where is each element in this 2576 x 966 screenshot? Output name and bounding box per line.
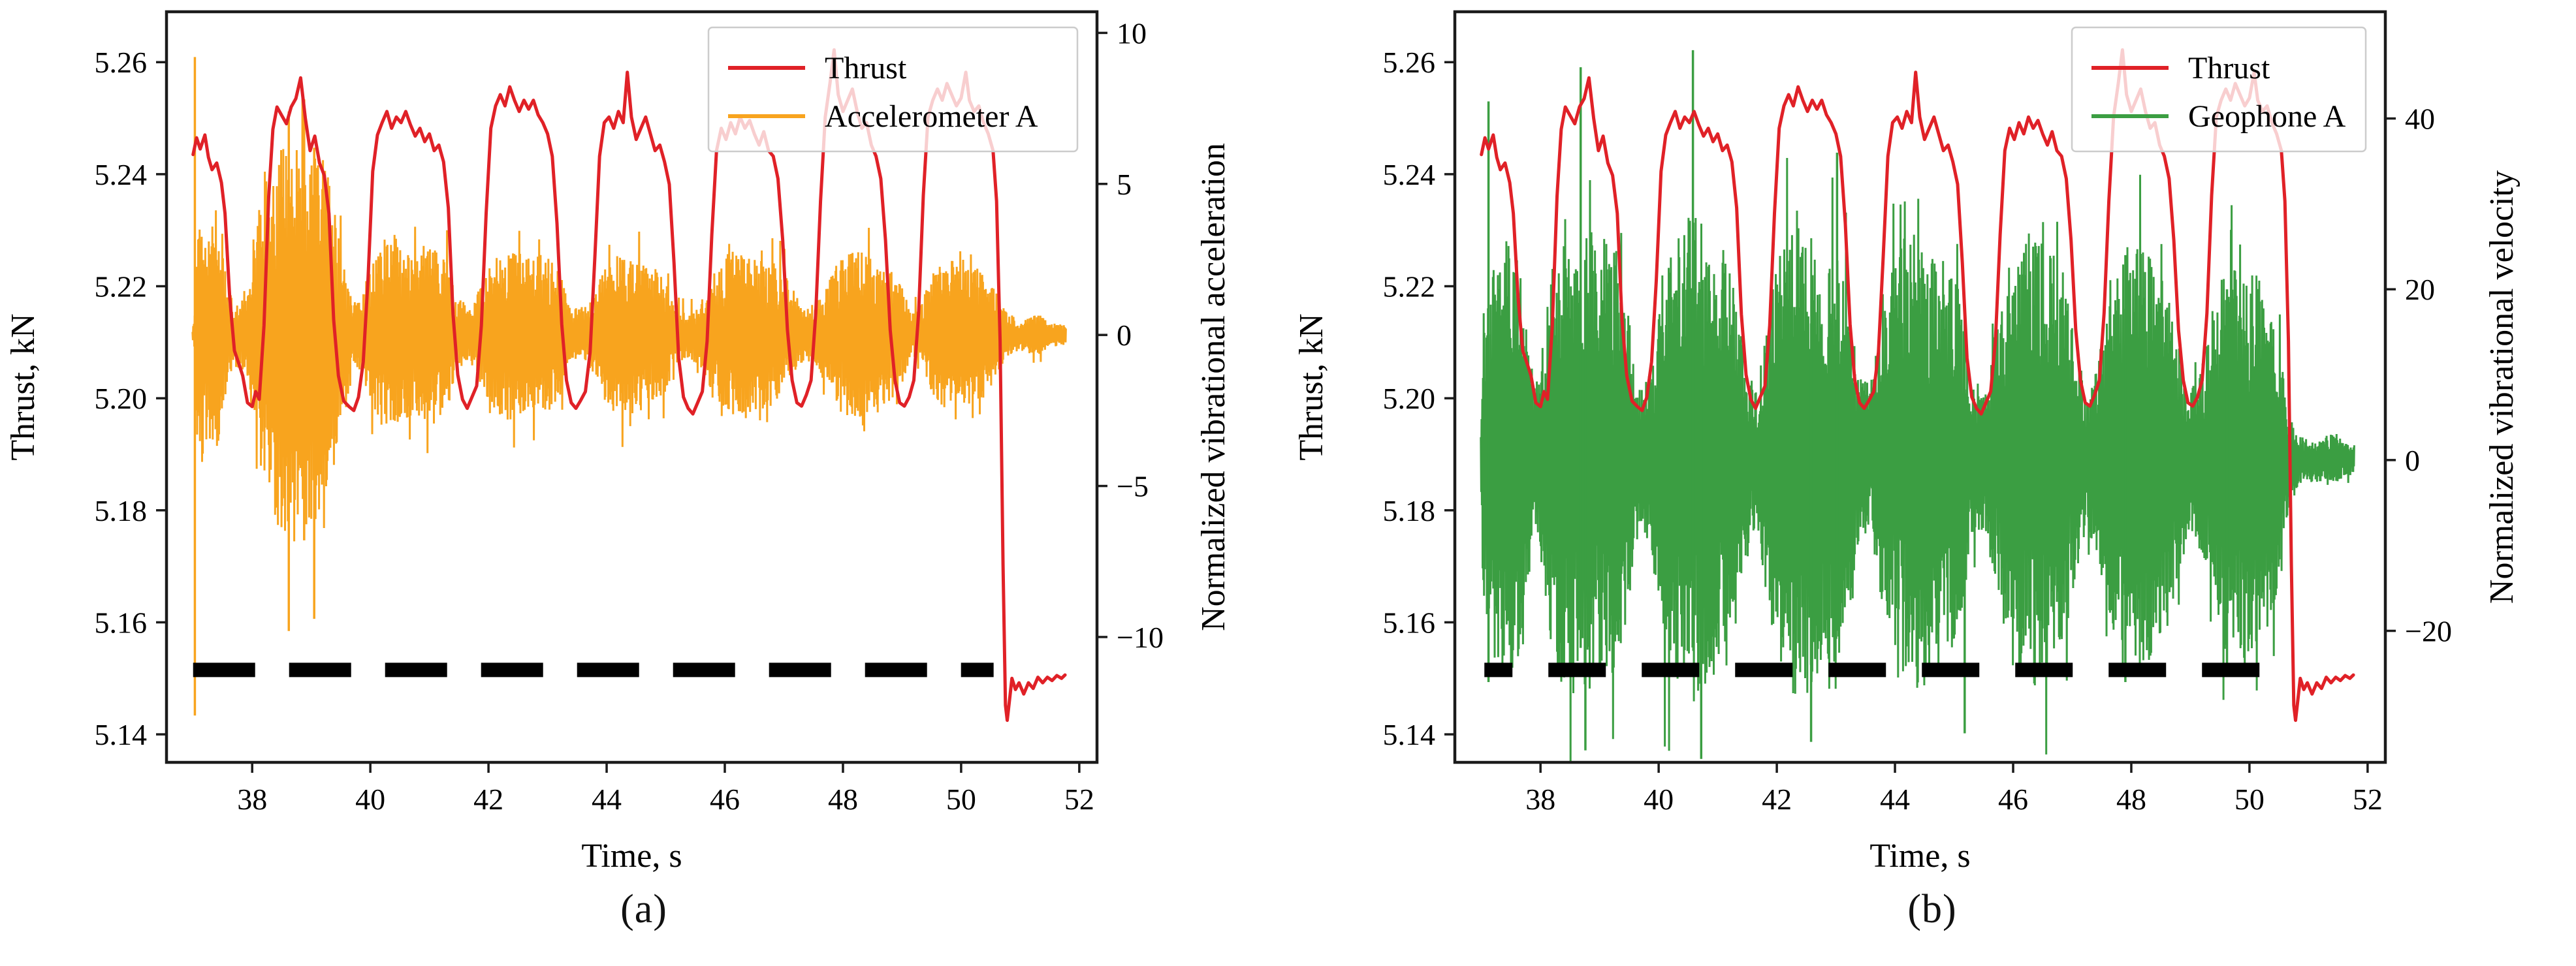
left-tick-label: 5.18 [95, 494, 148, 527]
left-tick-label: 5.26 [95, 46, 148, 79]
panel-b-caption: (b) [1907, 887, 1957, 931]
left-tick-label: 5.16 [1383, 606, 1436, 639]
left-tick-label: 5.14 [1383, 718, 1436, 751]
x-tick-label: 50 [2234, 783, 2265, 816]
x-tick-label: 52 [2353, 783, 2383, 816]
x-tick-label: 42 [1762, 783, 1792, 816]
x-tick-label: 44 [1880, 783, 1910, 816]
x-tick-label: 48 [2116, 783, 2146, 816]
x-tick-label: 40 [355, 783, 385, 816]
legend: Thrust Accelerometer A [707, 26, 1079, 153]
x-axis-label: Time, s [1869, 837, 1970, 875]
legend: Thrust Geophone A [2071, 26, 2367, 153]
x-axis-label: Time, s [581, 837, 682, 875]
left-axis-label: Thrust, kN [1293, 313, 1330, 460]
right-tick-label: 0 [1117, 319, 1132, 352]
right-tick-label: −20 [2405, 615, 2452, 648]
right-tick-label: 10 [1117, 16, 1147, 50]
left-tick-label: 5.20 [95, 382, 148, 415]
accelerometer-trace [191, 88, 1067, 542]
left-tick-label: 5.24 [1383, 158, 1436, 191]
x-tick-label: 38 [1525, 783, 1555, 816]
right-tick-label: 20 [2405, 273, 2435, 306]
left-tick-label: 5.24 [95, 158, 148, 191]
panel-a-caption: (a) [620, 887, 667, 931]
left-tick-label: 5.20 [1383, 382, 1436, 415]
x-tick-label: 46 [710, 783, 740, 816]
right-tick-label: 40 [2405, 102, 2435, 136]
right-axis-label: Normalized vibrational velocity [2483, 170, 2520, 604]
left-tick-label: 5.16 [95, 606, 148, 639]
axes: 38 40 42 44 46 48 50 52 5.14 5.16 5.18 5.20 5.22 5.24… [1293, 10, 2520, 875]
axes: 38 40 42 44 46 48 50 525.145.165.185.205.225.24… [5, 10, 1232, 875]
panel-b: 38 40 42 44 46 48 50 52 5.14 5.16 5.18 5.20 5.22 5.24… [1288, 0, 2576, 966]
left-tick-label: 5.22 [95, 270, 148, 304]
chart-b-plot: 38 40 42 44 46 48 50 52 5.14 5.16 5.18 5.20 5.22 5.24… [1293, 10, 2520, 875]
legend-entry-label: Geophone A [2188, 99, 2346, 134]
x-tick-label: 40 [1644, 783, 1674, 816]
x-tick-label: 48 [828, 783, 858, 816]
left-tick-label: 5.14 [95, 718, 148, 751]
legend-entry-label: Thrust [825, 51, 907, 86]
right-tick-label: 5 [1117, 168, 1132, 201]
legend-entry-label: Accelerometer A [825, 99, 1038, 134]
legend-entry-label: Thrust [2188, 51, 2270, 86]
x-tick-label: 44 [592, 783, 622, 816]
geophone-trace [1480, 157, 2355, 762]
x-tick-label: 46 [1998, 783, 2028, 816]
right-tick-label: −10 [1117, 621, 1164, 654]
left-tick-label: 5.18 [1383, 494, 1436, 527]
x-tick-label: 50 [946, 783, 976, 816]
x-tick-label: 52 [1064, 783, 1094, 816]
left-axis-label: Thrust, kN [5, 313, 42, 460]
left-tick-label: 5.26 [1383, 46, 1436, 79]
x-tick-label: 42 [473, 783, 503, 816]
left-tick-label: 5.22 [1383, 270, 1436, 304]
panel-a: 38 40 42 44 46 48 50 52 5.14 5.16 5.18 5.20 5.22 5.24… [5, 10, 1232, 931]
x-tick-label: 38 [237, 783, 267, 816]
right-axis-label: Normalized vibrational acceleration [1195, 143, 1232, 631]
right-tick-label: −5 [1117, 470, 1149, 503]
right-tick-label: 0 [2405, 444, 2420, 477]
chart-a-plot: 38 40 42 44 46 48 50 525.145.165.185.205.225.24… [5, 10, 1232, 875]
